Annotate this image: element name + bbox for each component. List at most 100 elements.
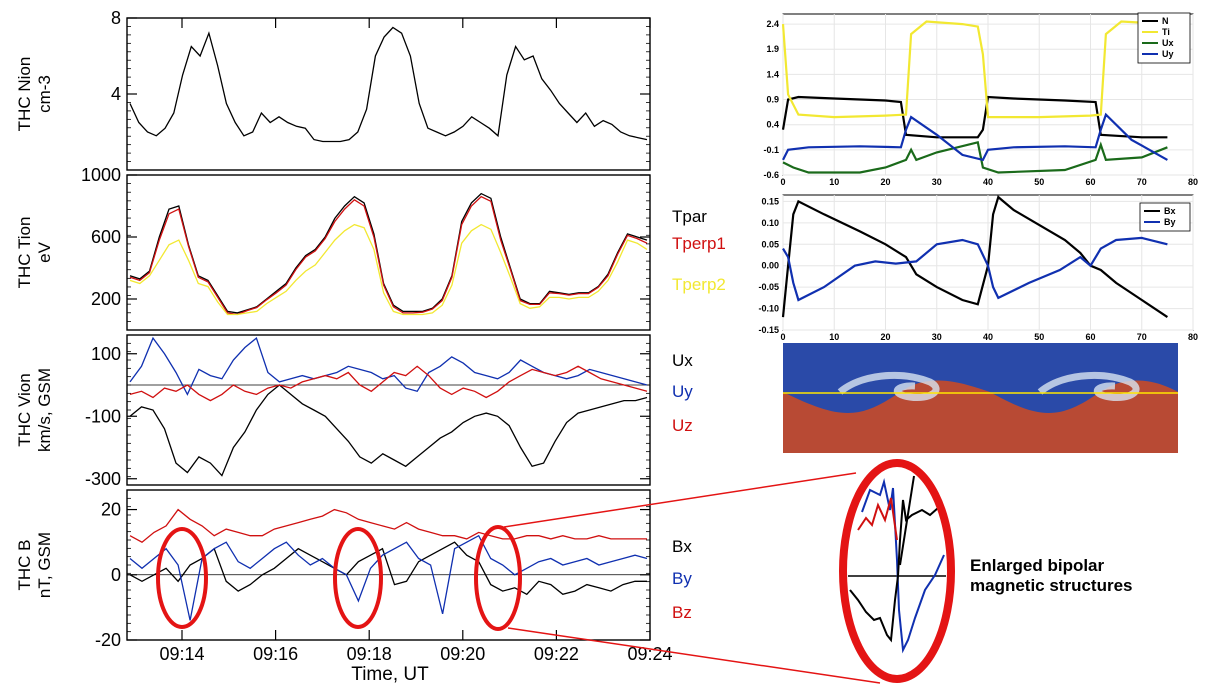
sim-bottom-region <box>783 380 1178 453</box>
y-tick-label: -0.6 <box>763 170 779 180</box>
y-tick-label: -20 <box>95 630 121 650</box>
zoom-bx-line <box>849 499 939 643</box>
y-tick-label: 8 <box>111 8 121 28</box>
x-tick-label: 60 <box>1085 332 1095 342</box>
y-axis-label: cm-3 <box>35 75 54 113</box>
y-axis-label: km/s, GSM <box>35 368 54 452</box>
x-tick-label: 09:14 <box>159 644 204 664</box>
series-line-tpar <box>129 192 648 314</box>
zoom-bx-spike <box>899 475 915 566</box>
y-tick-label: -0.15 <box>758 325 779 335</box>
highlight-ellipses <box>156 459 955 684</box>
time-axis: 09:14 09:16 09:18 09:20 09:22 09:24 Time, UT <box>159 18 673 685</box>
annotation-line-1: Enlarged bipolar <box>970 556 1105 575</box>
y-tick-label: 0.9 <box>766 95 779 105</box>
highlight-ellipse-2 <box>333 527 383 629</box>
zoom-bz-line <box>857 497 898 541</box>
series-line-tperp2 <box>129 223 648 316</box>
series-label: Tperp2 <box>672 275 726 294</box>
zoom-by-line <box>861 478 945 654</box>
y-axis-label: THC Tion <box>15 217 34 289</box>
x-tick-label: 40 <box>983 332 993 342</box>
sim-series-ti <box>781 20 1168 119</box>
y-tick-label: 0 <box>111 565 121 585</box>
legend-entry: Bx <box>1164 206 1176 216</box>
y-axis-label: eV <box>35 241 54 262</box>
zoom-line-bottom <box>507 627 881 684</box>
x-tick-label: 09:22 <box>534 644 579 664</box>
x-tick-label: 20 <box>880 177 890 187</box>
series-line-uy <box>129 336 648 396</box>
legend-entry: Ti <box>1162 27 1170 37</box>
y-tick-label: 2.4 <box>766 19 779 29</box>
x-axis-label: Time, UT <box>351 664 429 685</box>
series-line-nion <box>129 26 648 143</box>
series-label: Bz <box>672 603 692 622</box>
y-tick-label: -0.10 <box>758 304 779 314</box>
y-tick-label: 0.00 <box>761 261 779 271</box>
series-label: Tpar <box>672 207 707 226</box>
simulation-profile-panel: 0 10 20 30 40 50 60 70 80 -0.6 -0.1 0.4 0.9 1.4 1.9 2.4… <box>763 12 1198 187</box>
x-tick-label: 0 <box>780 177 785 187</box>
x-tick-label: 80 <box>1188 332 1198 342</box>
y-tick-label: -100 <box>85 406 121 426</box>
x-tick-label: 60 <box>1085 177 1095 187</box>
sim-series-bx <box>781 195 1169 319</box>
sim-series-ux <box>782 140 1168 174</box>
x-tick-label: 80 <box>1188 177 1198 187</box>
y-tick-label: 100 <box>91 344 121 364</box>
legend-entry: Ux <box>1162 38 1174 48</box>
x-tick-label: 30 <box>932 177 942 187</box>
series-line-tperp1 <box>129 195 648 316</box>
annotation-line-2: magnetic structures <box>970 576 1133 595</box>
legend-entry: By <box>1164 217 1176 227</box>
x-tick-label: 70 <box>1137 332 1147 342</box>
y-tick-label: 1.4 <box>766 69 779 79</box>
x-tick-label: 09:24 <box>627 644 672 664</box>
y-tick-label: 1.9 <box>766 44 779 54</box>
legend-box <box>1139 202 1191 232</box>
y-tick-label: -0.05 <box>758 282 779 292</box>
y-tick-label: 0.15 <box>761 196 779 206</box>
x-tick-label: 10 <box>829 332 839 342</box>
y-axis-label: THC Vion <box>15 373 34 446</box>
x-tick-label: 20 <box>880 332 890 342</box>
series-label: Ux <box>672 351 693 370</box>
series-label: By <box>672 569 692 588</box>
series-line-by <box>129 534 648 621</box>
panel-frame <box>126 174 651 331</box>
y-tick-label: -300 <box>85 469 121 489</box>
x-tick-label: 50 <box>1034 177 1044 187</box>
y-tick-label: 0.05 <box>761 239 779 249</box>
y-tick-label: -0.1 <box>763 145 779 155</box>
panel-tion: 200 600 1000 THC Tion eV Tpar Tperp1 Tperp2 <box>15 165 726 331</box>
x-tick-label: 70 <box>1137 177 1147 187</box>
series-line-bx <box>129 541 647 596</box>
simulation-magnetic-panel: 0 10 20 30 40 50 60 70 80 -0.15 -0.10 -0.05 0.00 0.05… <box>758 194 1198 342</box>
series-label: Bx <box>672 537 692 556</box>
vortex-1 <box>837 371 940 402</box>
x-tick-label: 30 <box>932 332 942 342</box>
y-tick-label: 1000 <box>81 165 121 185</box>
panel-nion: 4 8 THC Nion cm-3 <box>15 8 651 171</box>
y-tick-label: 0.10 <box>761 218 779 228</box>
x-tick-label: 0 <box>780 332 785 342</box>
x-tick-label: 09:20 <box>440 644 485 664</box>
x-tick-label: 09:18 <box>347 644 392 664</box>
annotation-label: Enlarged bipolar magnetic structures <box>970 556 1220 596</box>
series-label: Tperp1 <box>672 234 726 253</box>
y-axis-label: THC Nion <box>15 57 34 132</box>
highlight-ellipse-3 <box>474 525 522 631</box>
y-axis-label: nT, GSM <box>35 532 54 598</box>
legend-entry: N <box>1162 16 1169 26</box>
sim-series-by <box>782 236 1168 302</box>
sim-series-n <box>781 95 1168 139</box>
x-tick-label: 09:16 <box>253 644 298 664</box>
series-line-ux <box>129 384 648 477</box>
x-tick-label: 50 <box>1034 332 1044 342</box>
y-axis-label: THC B <box>15 540 34 591</box>
series-line-bz <box>129 508 647 543</box>
